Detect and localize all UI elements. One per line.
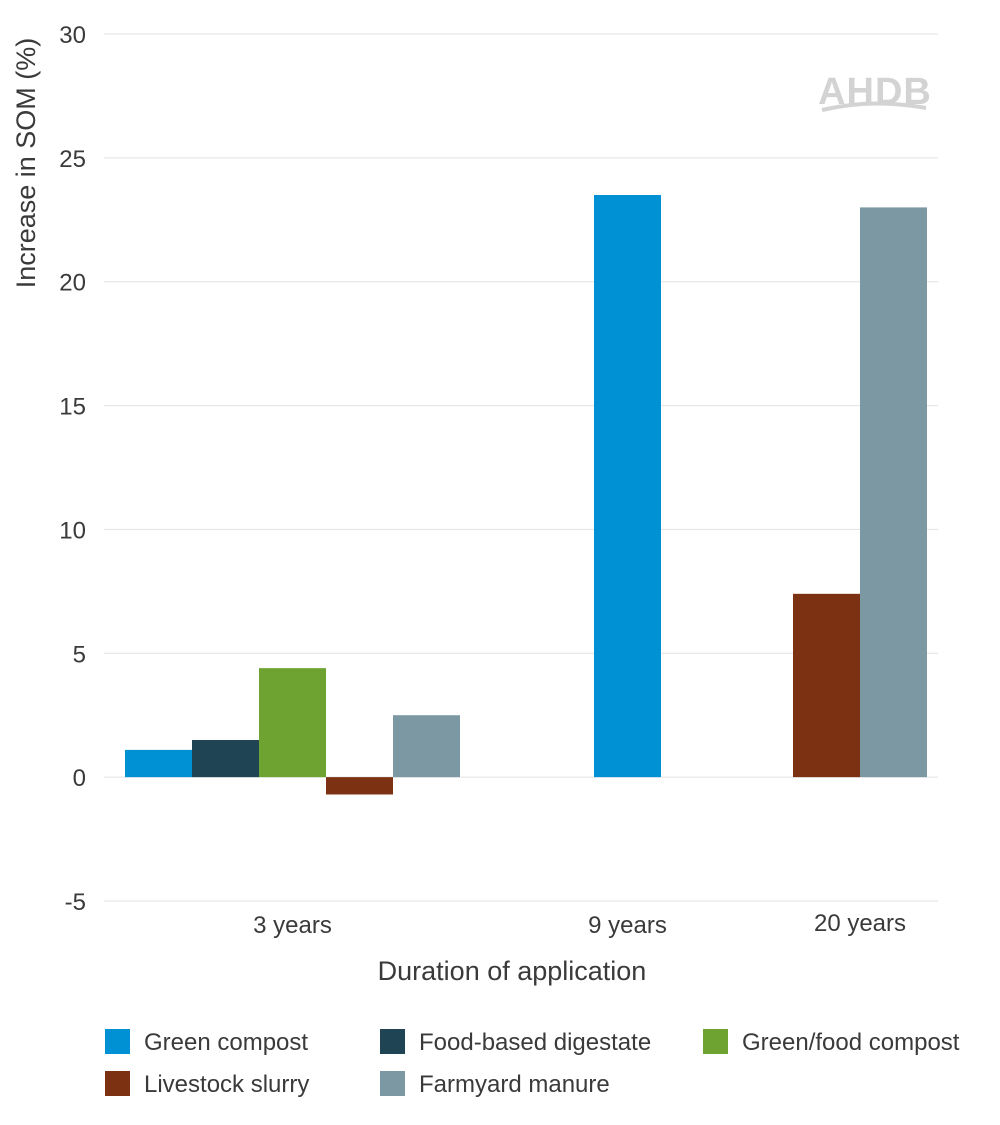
ahdb-logo: AHDB (818, 71, 931, 113)
y-tick-label: -5 (65, 889, 86, 916)
y-tick-label: 0 (73, 765, 86, 792)
y-tick-label: 25 (59, 146, 86, 173)
x-axis-title: Duration of application (378, 956, 647, 986)
legend-label: Green compost (144, 1029, 308, 1056)
logo-swoosh-icon (821, 101, 927, 112)
bar-farmyard-manure-20-years (860, 207, 927, 778)
y-axis-title: Increase in SOM (%) (11, 38, 41, 289)
y-tick-label: 20 (59, 270, 86, 297)
y-tick-label: 5 (73, 641, 86, 668)
legend-label: Livestock slurry (144, 1071, 309, 1098)
bar-green-food-compost-3-years (259, 668, 326, 778)
y-tick-label: 10 (59, 517, 86, 544)
legend-swatch (105, 1071, 130, 1096)
y-tick-label: 15 (59, 394, 86, 421)
bar-livestock-slurry-3-years (326, 777, 393, 795)
y-axis-ticks: -5 0 5 10 15 20 25 30 (59, 22, 86, 916)
bar-green-compost-9-years (594, 195, 661, 778)
bar-livestock-slurry-20-years (793, 593, 860, 778)
legend: Green compost Food-based digestate Green/f… (105, 1029, 960, 1098)
x-axis-categories: 3 years 9 years 20 years (253, 910, 906, 939)
legend-swatch (380, 1071, 405, 1096)
bar-green-compost-3-years (125, 749, 192, 778)
bar-food-based-digestate-3-years (192, 739, 259, 778)
legend-label: Food-based digestate (419, 1029, 651, 1056)
legend-label: Farmyard manure (419, 1071, 610, 1098)
x-category-label: 20 years (814, 910, 906, 937)
x-category-label: 9 years (588, 912, 667, 939)
legend-swatch (105, 1029, 130, 1054)
bars (125, 195, 927, 795)
legend-label: Green/food compost (742, 1029, 960, 1056)
y-tick-label: 30 (59, 22, 86, 49)
bar-farmyard-manure-3-years (393, 715, 460, 778)
x-category-label: 3 years (253, 912, 332, 939)
legend-swatch (380, 1029, 405, 1054)
legend-swatch (703, 1029, 728, 1054)
